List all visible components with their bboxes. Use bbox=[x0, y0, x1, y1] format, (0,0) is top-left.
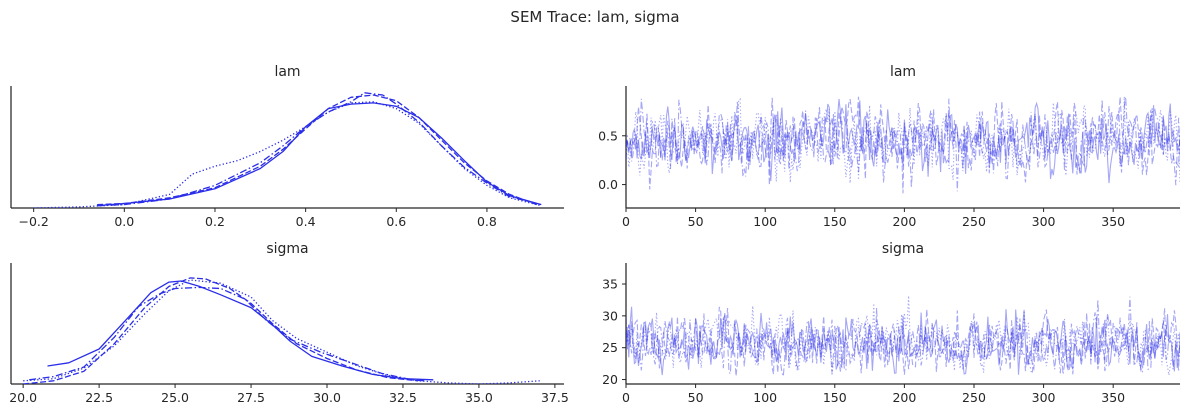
x-tick-label: 50 bbox=[688, 214, 704, 229]
x-tick-label: 20.0 bbox=[9, 390, 37, 405]
x-tick-label: −0.2 bbox=[18, 214, 48, 229]
y-tick-label: 25 bbox=[602, 340, 618, 355]
x-tick-label: 250 bbox=[962, 214, 986, 229]
kde-line-dashdot bbox=[29, 286, 425, 382]
x-tick-label: 35.0 bbox=[465, 390, 493, 405]
trace-line-solid bbox=[626, 306, 1180, 376]
plot-area bbox=[33, 92, 542, 208]
y-tick-label: 20 bbox=[602, 372, 618, 387]
y-tick-label: 0.0 bbox=[598, 177, 618, 192]
plot-area bbox=[626, 96, 1180, 194]
trace-line-dotted bbox=[626, 96, 1180, 184]
kde-line-dotted bbox=[33, 101, 542, 208]
kde-line-dashed bbox=[97, 94, 538, 206]
x-tick-label: 25.0 bbox=[161, 390, 189, 405]
figure-title: SEM Trace: lam, sigma bbox=[510, 8, 680, 26]
trace-line-solid bbox=[626, 98, 1180, 184]
panel-trace-lam: lam 0 50 100 150 200 250 300 350 0.0 0.5 bbox=[598, 64, 1180, 229]
x-tick-label: 0.6 bbox=[386, 214, 406, 229]
x-tick-label: 300 bbox=[1032, 390, 1056, 405]
kde-line-solid bbox=[97, 102, 542, 207]
x-tick-label: 200 bbox=[892, 214, 916, 229]
panel-title: sigma bbox=[266, 241, 308, 257]
x-tick-label: 150 bbox=[823, 390, 847, 405]
x-tick-label: 350 bbox=[1101, 390, 1125, 405]
panel-title: sigma bbox=[882, 241, 924, 257]
x-tick-label: 100 bbox=[753, 214, 777, 229]
x-tick-label: 32.5 bbox=[389, 390, 417, 405]
x-tick-label: 22.5 bbox=[85, 390, 113, 405]
x-tick-label: 0.0 bbox=[114, 214, 134, 229]
x-tick-label: 350 bbox=[1101, 214, 1125, 229]
y-tick-label: 35 bbox=[602, 277, 618, 292]
x-tick-label: 0 bbox=[622, 390, 630, 405]
x-tick-label: 30.0 bbox=[313, 390, 341, 405]
kde-line-dotted bbox=[23, 279, 540, 384]
x-tick-label: 300 bbox=[1032, 214, 1056, 229]
x-tick-label: 200 bbox=[892, 390, 916, 405]
panel-trace-sigma: sigma 0 50 100 150 200 250 300 350 20 25 30 35 bbox=[602, 241, 1180, 405]
plot-area bbox=[23, 277, 540, 384]
x-tick-label: 0.2 bbox=[205, 214, 225, 229]
y-tick-label: 30 bbox=[602, 308, 618, 323]
x-tick-label: 0.4 bbox=[296, 214, 316, 229]
panel-kde-lam: lam −0.2 0.0 0.2 0.4 0.6 0.8 bbox=[10, 64, 564, 229]
panel-title: lam bbox=[890, 64, 916, 80]
trace-line-dashed bbox=[626, 306, 1180, 377]
x-tick-label: 0 bbox=[622, 214, 630, 229]
x-tick-label: 250 bbox=[962, 390, 986, 405]
x-tick-label: 0.8 bbox=[477, 214, 497, 229]
trace-line-dashed bbox=[626, 96, 1180, 194]
panel-title: lam bbox=[274, 64, 300, 80]
x-tick-label: 150 bbox=[823, 214, 847, 229]
plot-area bbox=[626, 295, 1180, 377]
trace-line-dashdot bbox=[626, 296, 1180, 377]
panel-kde-sigma: sigma 20.0 22.5 25.0 27.5 30.0 32.5 35.0 37.5 bbox=[9, 241, 569, 405]
y-tick-label: 0.5 bbox=[598, 128, 618, 143]
kde-line-dashed bbox=[23, 277, 419, 384]
x-tick-label: 100 bbox=[753, 390, 777, 405]
x-tick-label: 27.5 bbox=[237, 390, 265, 405]
x-tick-label: 37.5 bbox=[541, 390, 569, 405]
x-tick-label: 50 bbox=[688, 390, 704, 405]
kde-line-dashdot bbox=[97, 92, 542, 207]
